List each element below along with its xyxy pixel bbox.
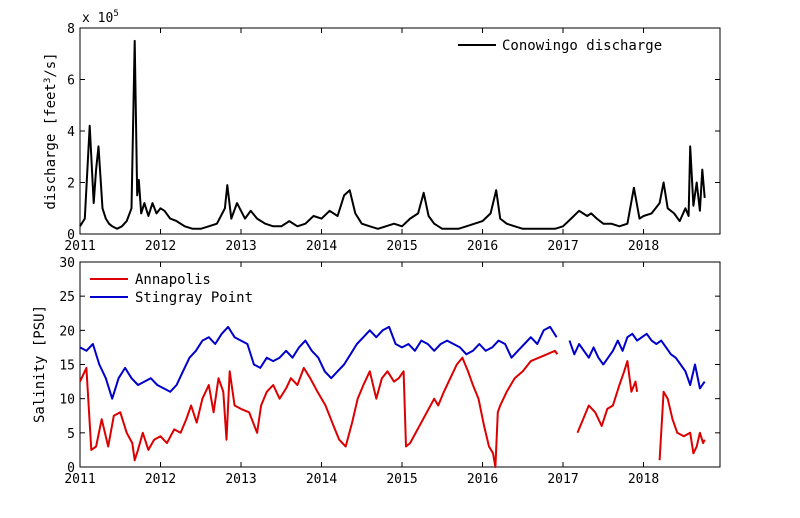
salinity-y-tick-label: 10 <box>59 393 75 408</box>
legend-label-annapolis: Annapolis <box>135 272 211 288</box>
discharge-legend: Conowingo discharge <box>458 38 662 54</box>
discharge-series-group <box>79 39 706 230</box>
discharge-x-tick-label: 2011 <box>64 239 95 254</box>
salinity-y-axis-label: Salinity [PSU] <box>32 305 48 423</box>
salinity-x-tick-label: 2014 <box>306 472 337 487</box>
discharge-x-tick-label: 2018 <box>628 239 659 254</box>
salinity-x-ticks: 2011 2012 2013 2014 2015 2016 2017 2018 <box>64 262 659 487</box>
salinity-x-tick-label: 2013 <box>225 472 256 487</box>
discharge-x-tick-label: 2014 <box>306 239 337 254</box>
discharge-x-tick-label: 2017 <box>547 239 578 254</box>
salinity-y-tick-label: 0 <box>67 461 75 476</box>
discharge-x-tick-label: 2013 <box>225 239 256 254</box>
discharge-panel: 2011 2012 2013 2014 2015 2016 2017 2018 0 2 4 6 8 x… <box>43 9 721 254</box>
discharge-y-tick-label: 6 <box>67 74 75 89</box>
salinity-x-tick-label: 2011 <box>64 472 95 487</box>
discharge-multiplier: x 105 <box>82 9 119 26</box>
series-line-conowingo-discharge <box>79 39 706 230</box>
discharge-x-tick-label: 2016 <box>467 239 498 254</box>
discharge-y-tick-label: 4 <box>67 125 75 140</box>
salinity-legend: Annapolis Stingray Point <box>90 272 253 306</box>
discharge-multiplier-base: x 10 <box>82 11 113 26</box>
salinity-x-tick-label: 2012 <box>145 472 176 487</box>
legend-label-stingray-point: Stingray Point <box>135 290 253 306</box>
series-line-annapolis <box>79 349 559 468</box>
discharge-y-axis-label: discharge [feet3/s] <box>43 52 59 209</box>
discharge-x-ticks: 2011 2012 2013 2014 2015 2016 2017 2018 <box>64 28 659 254</box>
salinity-y-tick-label: 30 <box>59 256 75 271</box>
salinity-series-group <box>79 325 706 468</box>
series-line-stingray-point <box>568 332 706 390</box>
discharge-y-tick-label: 0 <box>67 228 75 243</box>
discharge-y-ticks: 0 2 4 6 8 <box>67 22 720 243</box>
salinity-x-tick-label: 2016 <box>467 472 498 487</box>
discharge-y-tick-label: 2 <box>67 177 75 192</box>
salinity-y-ticks: 0 5 10 15 20 25 30 <box>59 256 720 476</box>
series-line-stingray-point <box>79 325 558 400</box>
discharge-x-tick-label: 2012 <box>145 239 176 254</box>
salinity-y-tick-label: 25 <box>59 290 75 305</box>
discharge-y-tick-label: 8 <box>67 22 75 37</box>
legend-label-conowingo: Conowingo discharge <box>502 38 662 54</box>
discharge-plot-frame <box>79 27 721 235</box>
salinity-y-tick-label: 15 <box>59 359 75 374</box>
series-line-annapolis <box>576 360 639 434</box>
series-line-annapolis <box>658 390 706 461</box>
salinity-x-tick-label: 2015 <box>386 472 417 487</box>
salinity-panel: 2011 2012 2013 2014 2015 2016 2017 2018 0510152… <box>32 256 721 487</box>
salinity-y-tick-label: 5 <box>67 427 75 442</box>
discharge-x-tick-label: 2015 <box>386 239 417 254</box>
salinity-x-tick-label: 2017 <box>547 472 578 487</box>
salinity-y-tick-label: 20 <box>59 324 75 339</box>
salinity-x-tick-label: 2018 <box>628 472 659 487</box>
discharge-multiplier-exp: 5 <box>113 9 118 19</box>
